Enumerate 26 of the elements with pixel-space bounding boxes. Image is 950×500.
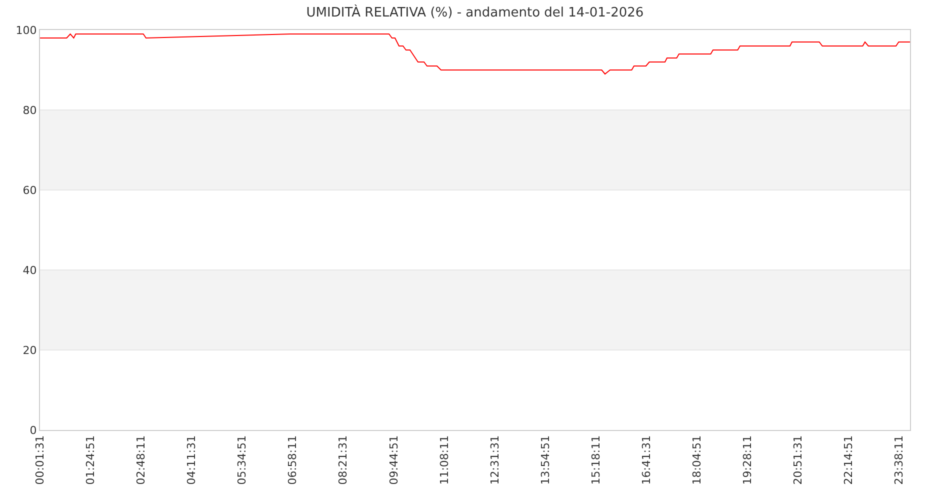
y-tick-label: 100 (16, 24, 37, 37)
x-tick-label: 08:21:31 (336, 435, 350, 485)
y-tick-label: 60 (22, 184, 37, 197)
x-tick-label: 11:08:11 (438, 435, 451, 485)
x-tick-label: 22:14:51 (842, 435, 856, 485)
y-tick-label: 20 (22, 344, 37, 357)
x-tick-label: 02:48:11 (134, 435, 148, 485)
line-series (40, 34, 910, 74)
x-tick-label: 16:41:31 (640, 435, 653, 485)
x-tick-label: 23:38:11 (892, 435, 906, 485)
x-tick-label: 09:44:51 (387, 435, 400, 485)
x-tick-label: 13:54:51 (538, 435, 552, 485)
x-tick-label: 18:04:51 (690, 435, 704, 485)
x-tick-label: 20:51:31 (792, 435, 805, 485)
y-tick-label: 80 (22, 104, 37, 117)
x-tick-label: 12:31:31 (488, 435, 502, 485)
y-tick-label: 0 (30, 424, 37, 437)
x-tick-label: 05:34:51 (236, 435, 249, 485)
x-tick-label: 00:01:31 (34, 435, 47, 485)
x-tick-label: 19:28:11 (740, 435, 754, 485)
x-tick-label: 06:58:11 (286, 435, 300, 485)
x-tick-label: 04:11:31 (185, 435, 198, 485)
x-tick-label: 01:24:51 (84, 435, 98, 485)
x-tick-label: 15:18:11 (589, 435, 602, 485)
y-tick-label: 40 (22, 264, 37, 277)
chart-title: UMIDITÀ RELATIVA (%) - andamento del 14-01-2026 (306, 4, 644, 21)
